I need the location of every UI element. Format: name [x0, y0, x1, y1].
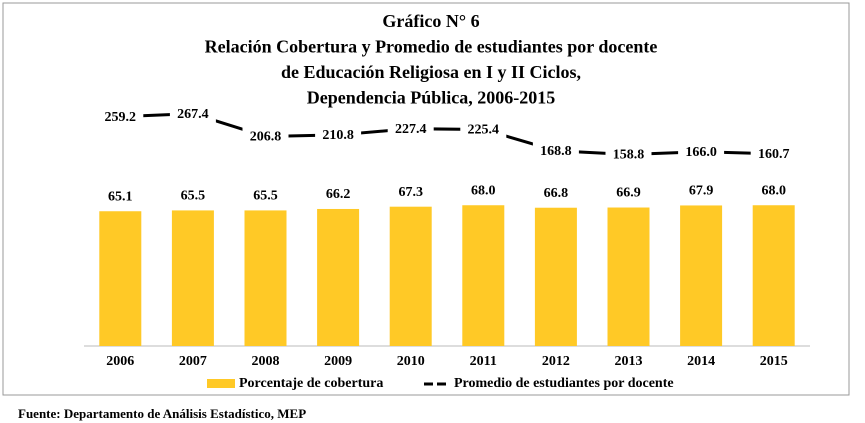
data-label: 65.5 [253, 189, 278, 204]
label-bg [460, 120, 507, 139]
data-label: 206.8 [250, 130, 282, 145]
chart-title: Relación Cobertura y Promedio de estudia… [205, 37, 658, 57]
data-label: 158.8 [613, 148, 645, 163]
data-label: 65.5 [181, 189, 206, 204]
x-tick-label: 2007 [179, 354, 207, 369]
data-label: 267.4 [177, 107, 209, 122]
bar [99, 211, 142, 346]
chart-title: de Educación Religiosa en I y II Ciclos, [281, 62, 581, 82]
chart-frame [2, 2, 850, 396]
label-bg [678, 142, 725, 161]
data-label: 67.3 [398, 185, 423, 200]
x-tick-label: 2008 [252, 354, 280, 369]
x-tick-label: 2012 [542, 354, 570, 369]
data-label: 66.8 [544, 186, 569, 201]
data-label: 210.8 [322, 128, 354, 143]
label-bg [605, 145, 652, 164]
data-label: 168.8 [540, 144, 572, 159]
line [120, 112, 774, 157]
data-label: 166.0 [685, 145, 717, 160]
chart-title: Dependencia Pública, 2006-2015 [307, 88, 556, 108]
legend-swatch [207, 379, 235, 388]
label-bg [242, 127, 289, 146]
data-label: 160.7 [758, 147, 790, 162]
label-bg [387, 119, 434, 138]
bar [389, 206, 432, 346]
bar [317, 208, 360, 346]
chart-title: Gráfico N° 6 [382, 11, 479, 31]
data-label: 66.9 [616, 186, 641, 201]
legend-label: Promedio de estudiantes por docente [454, 376, 674, 391]
data-label: 227.4 [395, 122, 427, 137]
source: Fuente: Departamento de Análisis Estadís… [18, 406, 306, 421]
legend-label: Porcentaje de cobertura [239, 376, 383, 391]
data-label: 225.4 [468, 123, 500, 138]
bar [680, 205, 723, 346]
data-label: 65.1 [108, 189, 133, 204]
data-label: 68.0 [761, 183, 786, 198]
data-label: 68.0 [471, 183, 496, 198]
label-bg [750, 144, 797, 163]
bar [752, 205, 795, 346]
data-label: 259.2 [105, 110, 137, 125]
x-tick-label: 2015 [760, 354, 788, 369]
x-tick-label: 2010 [397, 354, 425, 369]
label-bg [169, 104, 216, 123]
data-label: 66.2 [326, 187, 351, 202]
x-tick-label: 2006 [106, 354, 134, 369]
bar [607, 207, 650, 346]
x-tick-label: 2011 [470, 354, 497, 369]
bar [462, 205, 505, 346]
label-bg [532, 141, 579, 160]
bar [534, 207, 577, 346]
data-label: 67.9 [689, 184, 714, 199]
bar [244, 210, 287, 346]
label-bg [97, 107, 144, 126]
label-bg [315, 125, 362, 144]
x-tick-label: 2014 [687, 354, 715, 369]
x-tick-label: 2009 [324, 354, 352, 369]
x-tick-label: 2013 [615, 354, 643, 369]
bar [171, 210, 214, 346]
